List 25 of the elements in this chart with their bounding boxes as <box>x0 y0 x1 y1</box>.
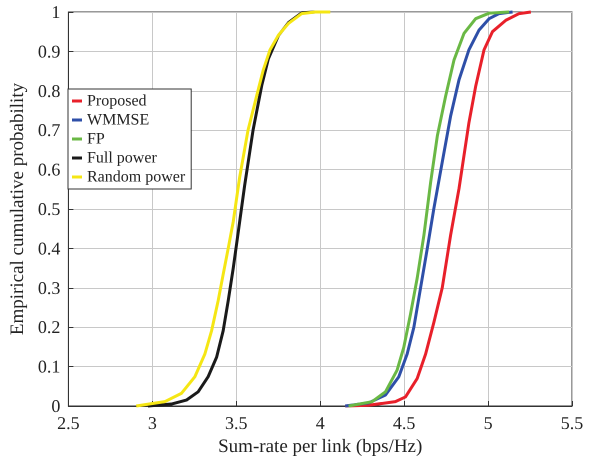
x-tick-label: 5.5 <box>560 413 584 433</box>
y-tick-label: 0.7 <box>38 120 60 140</box>
y-tick-label: 0.4 <box>38 238 60 258</box>
legend-label: WMMSE <box>87 112 150 128</box>
y-tick-label: 0.1 <box>38 356 60 377</box>
y-tick-label: 0.3 <box>38 278 60 298</box>
y-tick-label: 0.2 <box>38 317 60 338</box>
x-tick-label: 4.5 <box>392 413 416 433</box>
y-axis-title: Empirical cumulative probability <box>7 82 28 336</box>
x-axis-title: Sum-rate per link (bps/Hz) <box>218 436 422 457</box>
y-tick-label: 0.5 <box>38 199 60 219</box>
legend-label: Full power <box>87 150 158 166</box>
y-tick-label: 1 <box>51 2 60 22</box>
x-tick-label: 5 <box>484 413 493 433</box>
legend-label: Random power <box>87 168 186 186</box>
x-tick-label: 3 <box>148 413 157 433</box>
x-tick-label: 2.5 <box>57 413 80 433</box>
legend-label: Proposed <box>87 92 147 110</box>
y-tick-label: 0.9 <box>38 41 60 62</box>
y-tick-label: 0 <box>51 396 60 416</box>
y-tick-label: 0.8 <box>38 80 60 101</box>
x-tick-label: 4 <box>316 413 325 433</box>
legend-label: FP <box>87 130 105 148</box>
y-tick-label: 0.6 <box>38 160 60 180</box>
x-tick-label: 3.5 <box>225 413 248 433</box>
